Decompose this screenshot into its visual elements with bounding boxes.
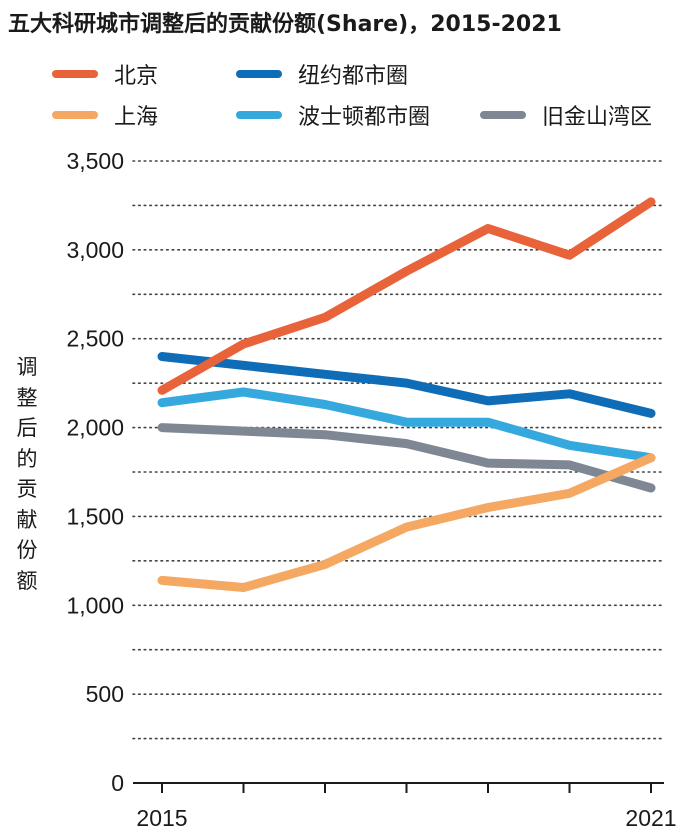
chart-title: 五大科研城市调整后的贡献份额(Share)，2015-2021 xyxy=(8,12,562,37)
series-lines xyxy=(157,197,656,592)
series-line-纽约都市圈 xyxy=(157,352,656,418)
legend-label-new-york: 纽约都市圈 xyxy=(298,64,409,89)
legend-label-shanghai: 上海 xyxy=(114,105,159,130)
legend-item-shanghai: 上海 xyxy=(52,100,158,130)
legend-item-sf-bay: 旧金山湾区 xyxy=(480,100,652,130)
legend-item-beijing: 北京 xyxy=(52,59,158,89)
series-line-上海 xyxy=(157,453,656,592)
axes xyxy=(133,782,664,793)
y-tick-label: 2,500 xyxy=(66,326,124,352)
tick-labels: 0 500 1,000 1,500 2,000 2,500 3,000 3,500 2015 20… xyxy=(66,148,676,831)
series-line-旧金山湾区 xyxy=(157,423,656,493)
series-line-波士顿都市圈 xyxy=(157,387,656,463)
y-tick-label: 3,000 xyxy=(66,237,124,263)
legend-swatch-shanghai xyxy=(52,111,98,119)
legend-swatch-new-york xyxy=(236,70,282,78)
y-tick-label: 1,000 xyxy=(66,592,124,618)
y-tick-label: 500 xyxy=(86,681,124,707)
y-tick-label: 2,000 xyxy=(66,415,124,441)
legend-label-sf-bay: 旧金山湾区 xyxy=(542,105,653,130)
legend-item-boston: 波士顿都市圈 xyxy=(236,100,430,130)
y-tick-label: 1,500 xyxy=(66,503,124,529)
legend-swatch-sf-bay xyxy=(480,111,526,119)
series-line-北京 xyxy=(157,197,656,395)
legend-swatch-beijing xyxy=(52,70,98,78)
y-tick-label: 0 xyxy=(111,770,124,796)
x-tick-label: 2021 xyxy=(625,805,676,831)
legend-label-boston: 波士顿都市圈 xyxy=(298,105,431,130)
y-axis-title: 调整后的贡献份额 xyxy=(16,355,38,593)
legend-swatch-boston xyxy=(236,111,282,119)
legend-label-beijing: 北京 xyxy=(114,64,159,89)
legend-item-new-york: 纽约都市圈 xyxy=(236,59,408,89)
x-tick-label: 2015 xyxy=(136,805,187,831)
y-tick-label: 3,500 xyxy=(66,148,124,174)
